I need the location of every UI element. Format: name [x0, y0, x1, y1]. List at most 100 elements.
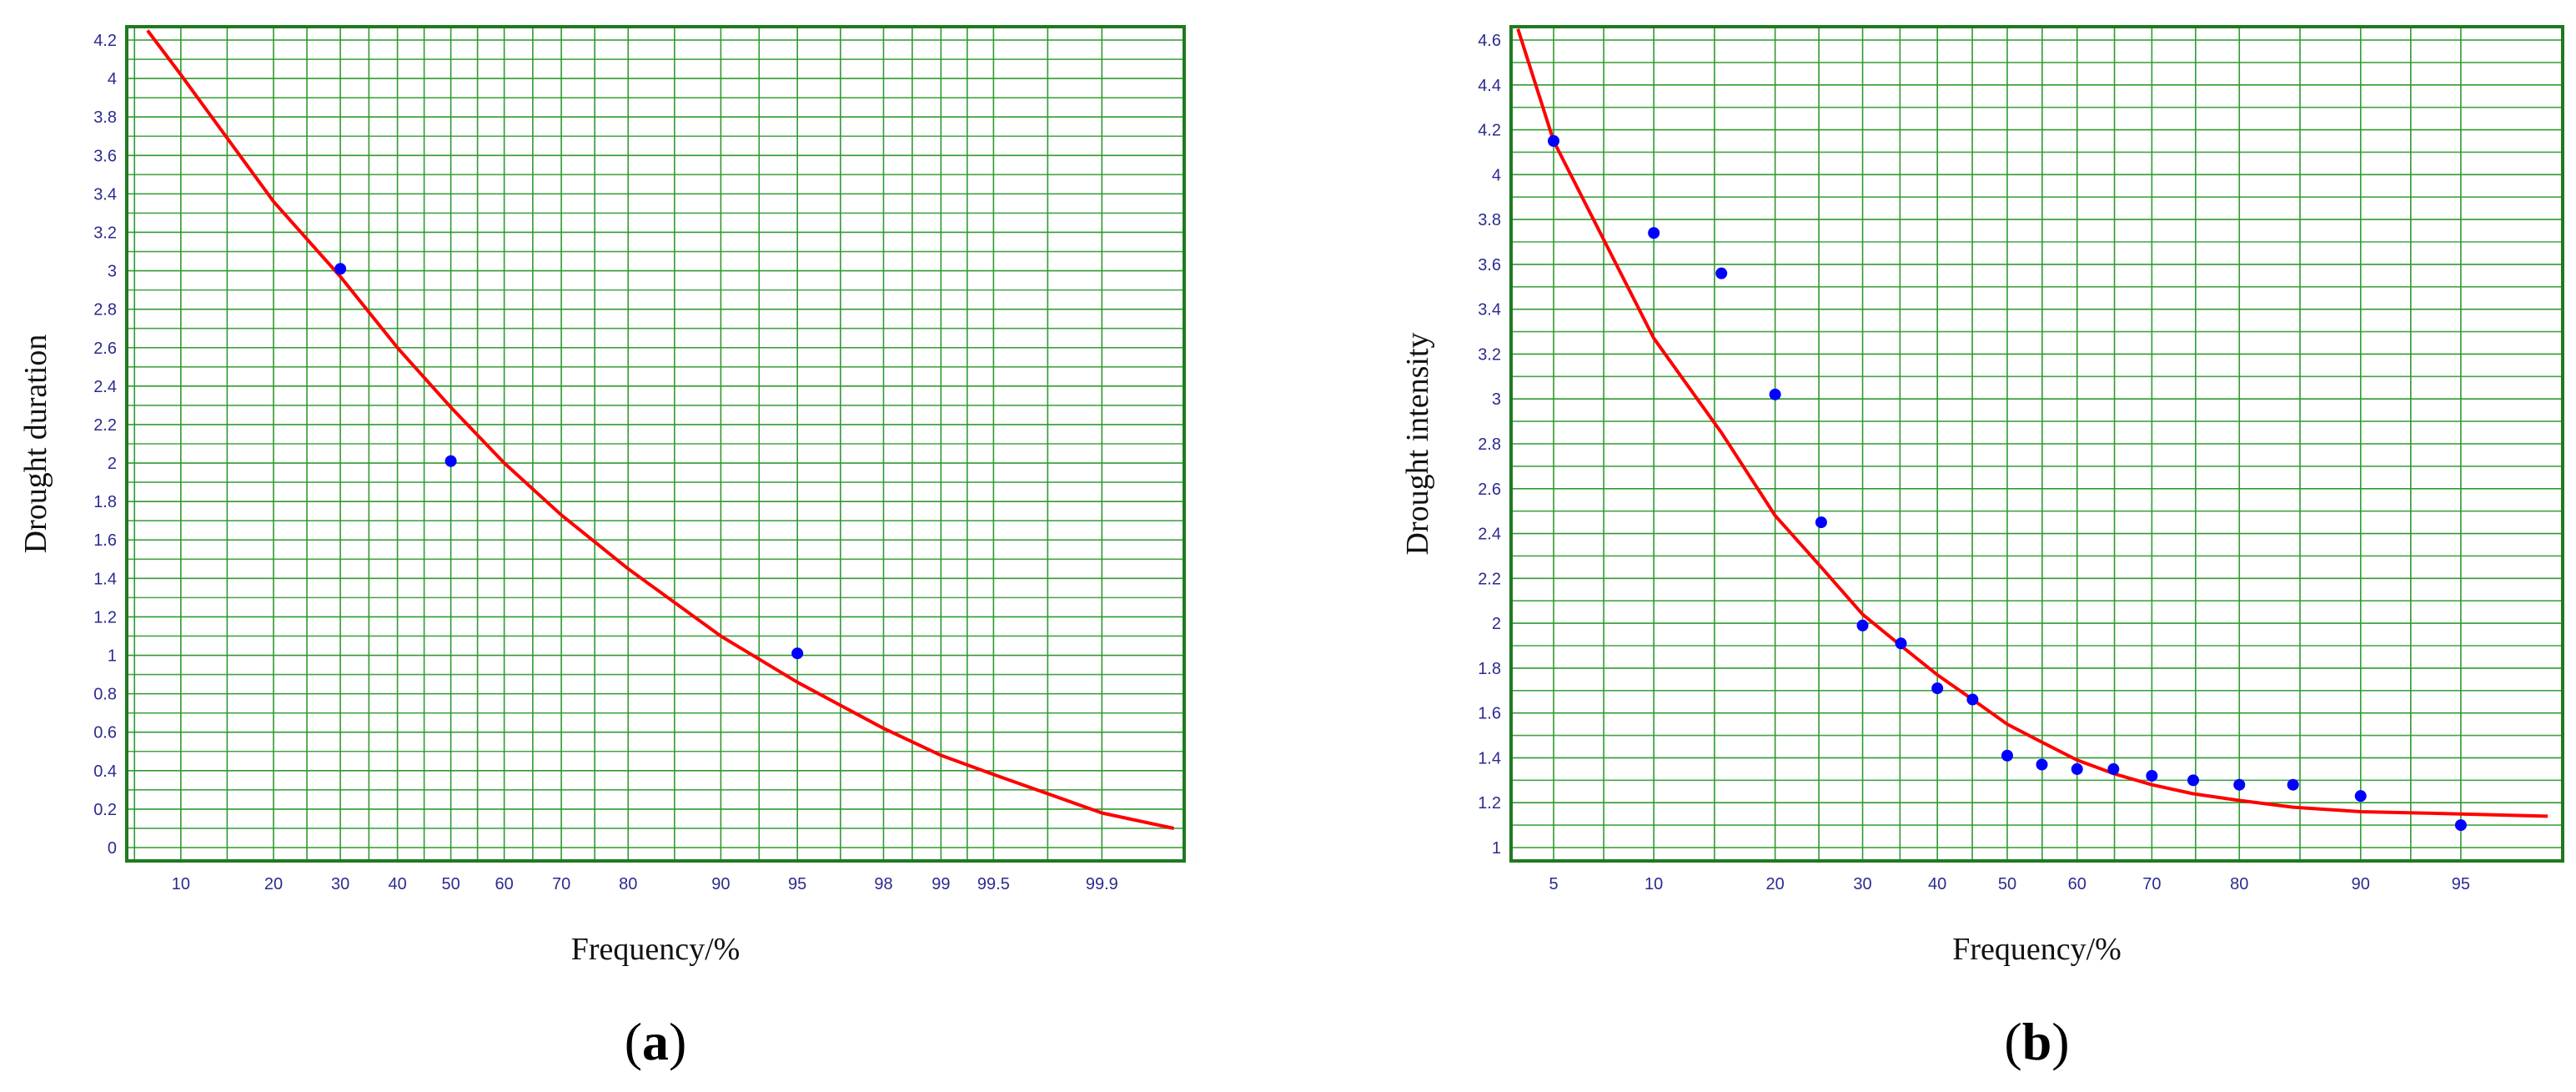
x-tick-label: 90: [2352, 875, 2370, 893]
x-tick-label: 70: [2142, 875, 2161, 893]
panel-label-close: ): [669, 1012, 686, 1071]
y-axis-label: Drought duration: [18, 335, 53, 554]
data-point: [2287, 778, 2299, 791]
data-point: [2036, 758, 2048, 771]
y-tick-label: 3: [1492, 390, 1501, 409]
y-tick-label: 1.8: [93, 493, 117, 511]
data-point: [1648, 227, 1660, 239]
y-tick-label: 0: [108, 839, 117, 858]
y-tick-label: 4.2: [1478, 122, 1501, 140]
panel-label-letter: a: [642, 1012, 669, 1071]
y-tick-label: 1: [108, 647, 117, 666]
y-tick-label: 2: [108, 455, 117, 473]
y-tick-label: 1: [1492, 839, 1501, 858]
y-tick-label: 3.8: [93, 108, 117, 127]
x-tick-label: 60: [2068, 875, 2086, 893]
plot-frame: [1509, 25, 2564, 863]
x-axis-label: Frequency/%: [1952, 932, 2122, 967]
x-tick-label: 90: [711, 875, 730, 893]
y-tick-label: 4: [1492, 166, 1501, 184]
x-axis-label: Frequency/%: [571, 932, 741, 967]
y-tick-label: 0.4: [93, 762, 117, 781]
x-tick-label: 10: [172, 875, 190, 893]
y-tick-label: 0.8: [93, 686, 117, 704]
data-point: [334, 263, 347, 275]
data-point: [1548, 135, 1560, 147]
x-tick-label: 60: [495, 875, 513, 893]
data-point: [2107, 762, 2120, 775]
y-tick-label: 0.2: [93, 801, 117, 819]
y-axis-label: Drought intensity: [1400, 332, 1435, 555]
y-tick-label: 3.2: [93, 224, 117, 242]
x-tick-label: 80: [2230, 875, 2248, 893]
data-point: [2233, 778, 2246, 791]
y-tick-label: 3.6: [93, 147, 117, 165]
y-tick-label: 1.6: [1478, 705, 1501, 723]
panel-label-close: ): [2051, 1012, 2069, 1071]
x-tick-label: 40: [388, 875, 406, 893]
fit-curve: [1516, 28, 2548, 818]
y-tick-label: 3.2: [1478, 345, 1501, 364]
y-tick-label: 2.2: [1478, 570, 1501, 588]
x-tick-label: 98: [874, 875, 892, 893]
y-tick-label: 3.8: [1478, 211, 1501, 229]
data-point: [1966, 693, 1979, 706]
data-point: [2354, 790, 2367, 803]
x-tick-label: 20: [1766, 875, 1785, 893]
y-tick-label: 3: [108, 263, 117, 281]
x-tick-label: 99: [931, 875, 950, 893]
panel-b: 1 1.2 1.4 1.6 1.8 2 2.2 2.4 2.6 2.8 3 3.2 3.4 3.6 3.8 4…: [1400, 25, 2564, 1071]
data-point: [2146, 769, 2158, 782]
y-tick-label: 2.4: [1478, 526, 1501, 544]
data-point: [2001, 749, 2013, 762]
x-tick-label: 40: [1928, 875, 1946, 893]
panel-label-letter: b: [2022, 1012, 2052, 1071]
data-point: [1769, 388, 1781, 400]
x-tick-label: 50: [441, 875, 459, 893]
data-point: [1931, 682, 1944, 695]
panel-label: (a): [625, 1012, 687, 1071]
y-tick-label: 4.2: [93, 32, 117, 50]
y-tick-label: 3.4: [93, 185, 117, 204]
data-point: [2071, 762, 2083, 775]
y-tick-label: 2.4: [93, 378, 117, 396]
y-tick-label: 2.6: [93, 340, 117, 358]
data-point: [2454, 819, 2467, 832]
x-tick-label: 10: [1645, 875, 1663, 893]
data-point: [1715, 267, 1728, 279]
y-tick-label: 1.8: [1478, 660, 1501, 678]
y-tick-label: 1.4: [93, 570, 117, 588]
data-point: [1895, 637, 1907, 650]
x-tick-label: 70: [552, 875, 570, 893]
x-tick-label: 99.5: [977, 875, 1010, 893]
x-tick-label: 20: [264, 875, 283, 893]
y-tick-label: 2.2: [93, 416, 117, 435]
y-tick-label: 1.6: [93, 531, 117, 550]
y-tick-label: 0.6: [93, 724, 117, 742]
x-tick-label: 50: [1998, 875, 2016, 893]
fit-curve: [146, 29, 1175, 830]
x-tick-label: 30: [1853, 875, 1871, 893]
y-tick-label: 1.2: [93, 608, 117, 627]
y-tick-label: 3.4: [1478, 301, 1501, 320]
x-tick-label: 99.9: [1086, 875, 1118, 893]
y-tick-label: 2.8: [1478, 435, 1501, 454]
data-point: [2187, 774, 2200, 787]
y-tick-label: 1.2: [1478, 794, 1501, 813]
panel-label-open: (: [2004, 1012, 2021, 1071]
y-tick-label: 4.6: [1478, 32, 1501, 50]
data-point: [1856, 619, 1869, 632]
y-tick-label: 4.4: [1478, 77, 1501, 95]
data-point: [791, 647, 804, 660]
x-tick-label: 95: [2452, 875, 2470, 893]
y-tick-label: 2: [1492, 615, 1501, 633]
y-tick-label: 2.8: [93, 301, 117, 320]
data-point: [444, 455, 457, 467]
panel-label: (b): [2004, 1012, 2069, 1071]
x-tick-label: 5: [1549, 875, 1558, 893]
panel-label-open: (: [625, 1012, 642, 1071]
y-tick-label: 4: [108, 70, 117, 88]
panel-a: 0 0.2 0.4 0.6 0.8 1 1.2 1.4 1.6 1.8 2 2.2 2.4 2.6 2.8 3…: [18, 25, 1186, 1071]
plot-frame: [125, 25, 1186, 863]
